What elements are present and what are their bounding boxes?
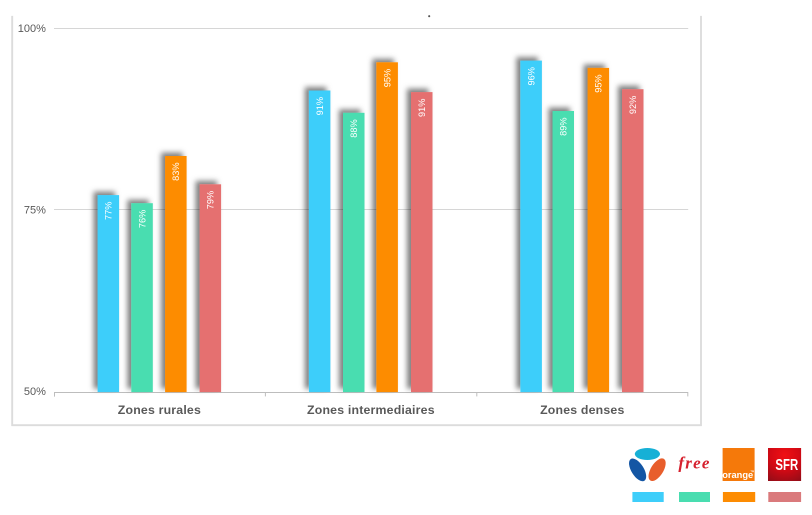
- svg-text:92%: 92%: [628, 96, 638, 114]
- svg-text:76%: 76%: [137, 210, 147, 228]
- svg-text:91%: 91%: [417, 99, 427, 117]
- svg-text:77%: 77%: [104, 202, 114, 220]
- svg-text:79%: 79%: [206, 191, 216, 209]
- svg-text:96%: 96%: [526, 67, 536, 85]
- svg-text:orange: orange: [722, 470, 753, 480]
- svg-text:89%: 89%: [559, 118, 569, 136]
- svg-text:Zones intermediaires: Zones intermediaires: [307, 403, 435, 417]
- svg-text:88%: 88%: [349, 119, 359, 137]
- svg-text:100%: 100%: [18, 23, 46, 35]
- svg-text:75%: 75%: [24, 204, 46, 216]
- svg-text:free: free: [678, 453, 710, 472]
- svg-text:Zones rurales: Zones rurales: [118, 403, 201, 417]
- svg-text:95%: 95%: [594, 74, 604, 92]
- svg-text:SFR: SFR: [775, 456, 798, 473]
- svg-text:83%: 83%: [171, 163, 181, 181]
- svg-text:95%: 95%: [382, 69, 392, 87]
- svg-text:™: ™: [750, 469, 755, 474]
- svg-text:91%: 91%: [315, 97, 325, 115]
- svg-text:Zones denses: Zones denses: [540, 403, 624, 417]
- svg-text:50%: 50%: [24, 386, 46, 398]
